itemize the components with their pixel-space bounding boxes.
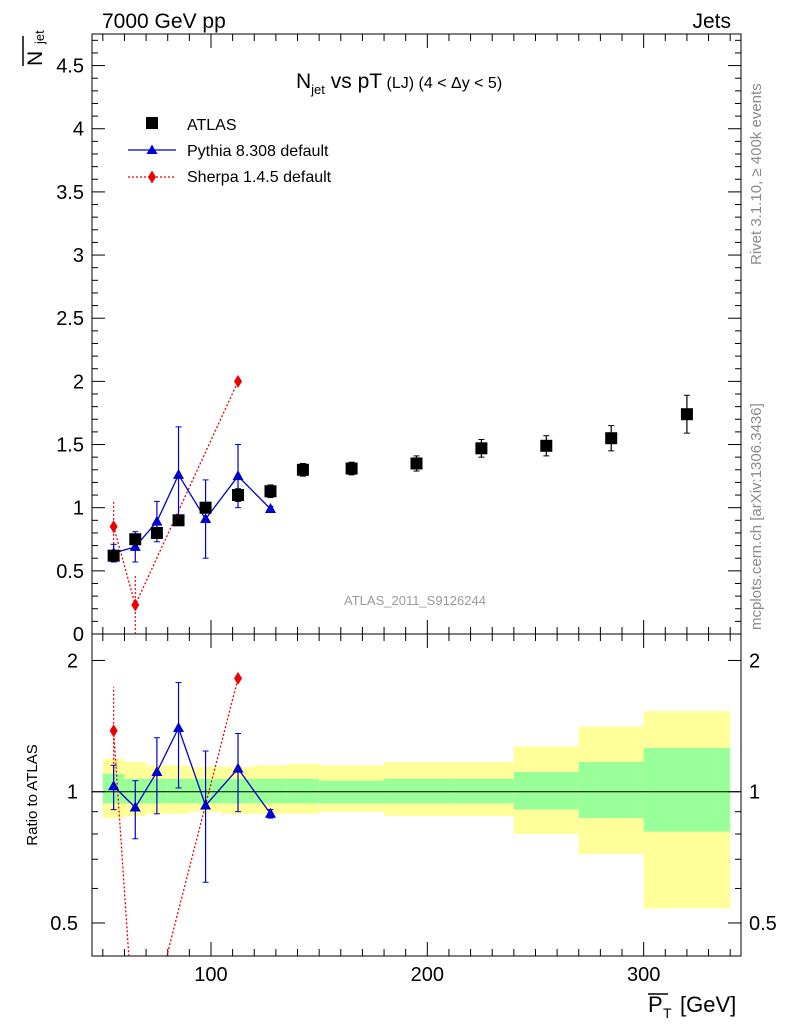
ratio-y-tick-label: 1 [67,782,78,804]
pythia-point [232,470,244,481]
ratio-band-green [384,778,449,804]
svg-text:[GeV]: [GeV] [680,992,736,1017]
top-y-tick-label: 0 [73,624,84,646]
axis-ticks [92,34,741,956]
top-y-tick-label: 4 [73,119,84,141]
ratio-band-green [448,778,514,804]
sherpa-point [234,374,243,388]
sherpa-ratio-point [109,724,118,738]
atlas-point [150,526,163,539]
pythia-point [200,799,212,810]
x-tick-label: 300 [627,964,660,986]
atlas-point [680,408,693,421]
ratio-band-green [578,761,644,819]
top-y-tick-label: 1 [73,498,84,520]
atlas-point [107,549,120,562]
analysis-watermark: ATLAS_2011_S9126244 [344,593,486,608]
pythia-point [108,780,120,791]
legend-atlas-label: ATLAS [187,117,237,134]
atlas-point [475,442,488,455]
atlas-point [264,485,277,498]
top-y-tick-label: 2.5 [56,308,84,330]
atlas-point [540,439,553,452]
top-y-tick-label: 2 [73,371,84,393]
pythia-point [129,801,141,812]
x-axis-label: P T [GeV] [648,992,736,1021]
pythia-point [232,762,244,773]
pythia-point [151,515,163,526]
pythia-point [151,765,163,776]
axis-tick-labels: 0 0.5 1 1.5 2 2.5 3 3.5 4 4.5 100 200 300 0.5 0.5 1 1 2 2 [50,56,777,986]
pythia-point [264,807,276,818]
pythia-point [129,540,141,551]
legend-pythia-marker [146,144,158,154]
ratio-plot-frame [91,633,742,957]
atlas-point [605,432,618,445]
ratio-plot-data [108,671,276,956]
legend-atlas-marker [146,117,158,129]
ratio-band-green [513,771,579,810]
svg-text:P: P [648,992,663,1017]
atlas-point [345,462,358,475]
pythia-point [200,513,212,524]
top-y-tick-label: 0.5 [56,561,84,583]
ratio-y-axis-label: Ratio to ATLAS [24,744,41,845]
svg-text:jet: jet [32,30,47,45]
atlas-point [129,533,142,546]
ratio-y-tick-label: 2 [67,650,78,672]
svg-text:T: T [663,1005,672,1021]
top-y-tick-label: 3.5 [56,182,84,204]
ratio-y-tick-label-right: 2 [749,650,760,672]
ratio-uncertainty-bands [102,711,731,909]
source-label: mcplots.cern.ch [arXiv:1306.3436] [748,403,765,630]
top-y-tick-label: 4.5 [56,56,84,78]
atlas-point [199,501,212,514]
sherpa-ratio-point [234,671,243,685]
rivet-version-label: Rivet 3.1.10, ≥ 400k events [748,83,765,265]
top-plot-data [107,374,693,634]
ratio-band-green [643,747,731,832]
sherpa-ratio-line [112,678,239,956]
plot-title: Njet vs pT (LJ) (4 < Δy < 5) [296,70,502,97]
pythia-point [173,468,185,479]
atlas-point [296,463,309,476]
legend-pythia-label: Pythia 8.308 default [187,143,329,160]
atlas-point [172,514,185,527]
pythia-point [173,722,185,733]
legend-sherpa-marker [148,170,156,184]
sherpa-point [131,598,140,612]
sherpa-line [113,381,239,607]
ratio-band-green [286,778,320,804]
ratio-band-green [167,778,190,804]
top-y-tick-label: 3 [73,245,84,267]
legend: ATLAS Pythia 8.308 default Sherpa 1.4.5 … [128,117,332,186]
ratio-y-tick-label-right: 0.5 [749,913,777,935]
x-tick-label: 200 [411,964,444,986]
atlas-point [410,457,423,470]
ratio-band-green [254,778,287,804]
sherpa-point [109,520,118,534]
legend-sherpa-label: Sherpa 1.4.5 default [187,169,332,186]
top-y-tick-label: 1.5 [56,435,84,457]
ratio-y-tick-label-right: 1 [749,782,760,804]
header-left: 7000 GeV pp [102,10,226,33]
atlas-point [232,489,245,502]
svg-text:N: N [24,51,47,66]
x-tick-label: 100 [194,964,227,986]
pythia-point [264,502,276,513]
ratio-y-tick-label: 0.5 [50,913,78,935]
header-right: Jets [692,10,731,33]
top-y-axis-label: N jet [22,30,47,66]
